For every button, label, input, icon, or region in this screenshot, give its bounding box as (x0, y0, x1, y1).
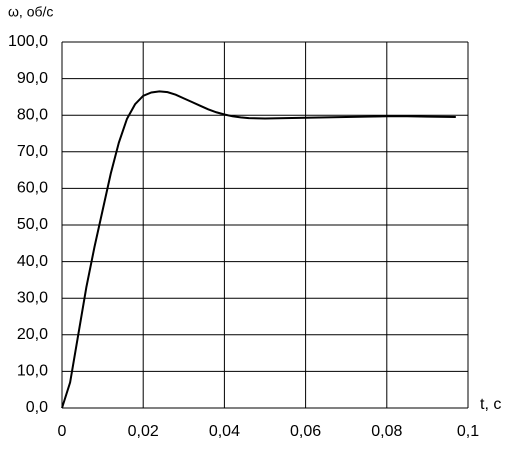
y-tick-label: 80,0 (17, 106, 48, 123)
y-axis-label: ω, об/с (8, 4, 53, 20)
x-axis-label: t, c (480, 396, 501, 413)
x-tick-label: 0,08 (371, 423, 402, 440)
y-tick-label: 60,0 (17, 180, 48, 197)
x-tick-label: 0,02 (128, 423, 159, 440)
y-tick-label: 10,0 (17, 363, 48, 380)
line (61, 90, 456, 409)
y-tick-label: 50,0 (17, 216, 48, 233)
y-tick-label: 70,0 (17, 143, 48, 160)
y-tick-label: 90,0 (17, 70, 48, 87)
x-tick-label: 0,04 (209, 423, 240, 440)
x-tick-label: 0 (58, 423, 67, 440)
y-tick-label: 100,0 (8, 33, 48, 50)
y-tick-label: 40,0 (17, 253, 48, 270)
y-tick-label: 30,0 (17, 289, 48, 306)
y-tick-label: 20,0 (17, 326, 48, 343)
x-tick-label: 0,1 (457, 423, 479, 440)
x-tick-label: 0,06 (290, 423, 321, 440)
y-tick-label: 0,0 (26, 399, 48, 416)
